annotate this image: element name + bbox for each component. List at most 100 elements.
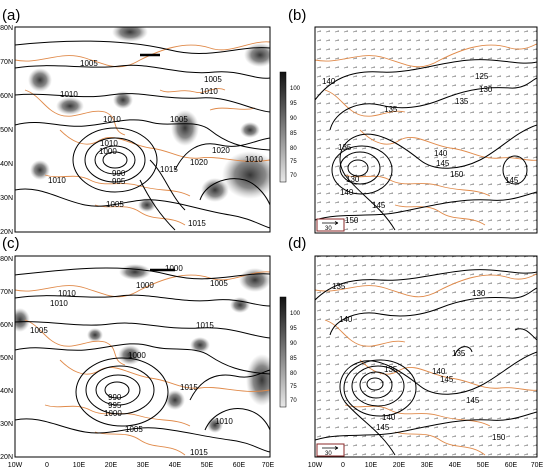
panel-a-colorbar: 100 95 90 85 80 75 70 xyxy=(279,71,301,183)
panel-c-contour-label: 1005 xyxy=(125,425,143,434)
panel-a-contour-label: 1010 xyxy=(245,155,263,164)
colorbar-tick: 85 xyxy=(290,356,297,362)
lon-tick-label: 60E xyxy=(505,462,518,469)
lon-tick-label: 10W xyxy=(308,462,323,469)
colorbar-tick: 95 xyxy=(290,326,297,332)
panel-d-lon-axis: 10W 0 10E 20E 30E 40E 50E 60E 70E xyxy=(308,462,544,469)
panel-a-label: (a) xyxy=(2,7,20,24)
lon-tick-label: 40E xyxy=(449,462,462,469)
lon-tick-label: 0 xyxy=(45,462,49,469)
lon-tick-label: 70E xyxy=(531,462,544,469)
panel-a-contour-label: 1020 xyxy=(190,158,208,167)
panel-c-map: 1000 1010 1005 1010 1000 1015 1000 990 9… xyxy=(15,256,270,457)
panel-d-wind-vectors xyxy=(315,256,537,457)
reference-vector-label: 30 xyxy=(325,226,332,232)
colorbar-tick: 70 xyxy=(290,398,297,404)
lon-tick-label: 10W xyxy=(8,462,23,469)
panel-b-contour-label: 145 xyxy=(436,159,450,168)
lon-tick-label: 50E xyxy=(201,462,214,469)
panel-a: (a) xyxy=(0,7,301,236)
panel-c-contour-label: 1000 xyxy=(165,264,183,273)
panel-b-contour-label: 150 xyxy=(345,216,359,225)
panel-b-contour-label: 135 xyxy=(338,143,352,152)
panel-c-contour-label: 1010 xyxy=(215,417,233,426)
panel-d-reference-vector: 30 xyxy=(316,443,345,457)
panel-d-contour-labels: 135 130 140 135 135 140 145 140 145 150 … xyxy=(332,282,506,442)
panel-a-contour-label: 1010 xyxy=(48,176,66,185)
panel-c-contour-label: 1015 xyxy=(180,383,198,392)
lat-tick-label: 30N xyxy=(0,195,13,202)
panel-b-contour-label: 130 xyxy=(479,85,493,94)
lon-tick-label: 30E xyxy=(137,462,150,469)
panel-c-lat-axis: 20N 30N 40N 50N 60N 70N 80N xyxy=(0,256,13,461)
colorbar-tick: 85 xyxy=(290,131,297,137)
panel-b-map: 140 125 130 135 135 135 130 140 145 145 … xyxy=(315,27,537,233)
lon-tick-label: 10E xyxy=(73,462,86,469)
colorbar-tick: 100 xyxy=(290,311,301,317)
panel-a-contour-label: 1020 xyxy=(212,146,230,155)
panel-c-colorbar: 100 95 90 85 80 75 70 xyxy=(279,296,301,408)
panel-b-contour-label: 150 xyxy=(450,170,464,179)
lat-tick-label: 50N xyxy=(0,355,13,362)
colorbar-tick: 70 xyxy=(290,173,297,179)
panel-d-contour-label: 150 xyxy=(492,433,506,442)
panel-a-contour-label: 1010 xyxy=(103,115,121,124)
panel-c-lon-axis: 10W 0 10E 20E 30E 40E 50E 60E 70E xyxy=(8,462,275,469)
panel-a-contour-label: 1010 xyxy=(100,139,118,148)
lon-tick-label: 20E xyxy=(105,462,118,469)
lat-tick-label: 80N xyxy=(0,256,13,263)
panel-b-contour-label: 140 xyxy=(340,188,354,197)
panel-b-contour-label: 140 xyxy=(434,149,448,158)
panel-d-contour-label: 145 xyxy=(376,423,390,432)
lat-tick-label: 30N xyxy=(0,421,13,428)
lat-tick-label: 40N xyxy=(0,161,13,168)
lat-tick-label: 70N xyxy=(0,289,13,296)
colorbar-tick: 75 xyxy=(290,384,297,390)
panel-c-contour-label: 995 xyxy=(108,401,122,410)
panel-a-lat-axis: 20N 30N 40N 50N 60N 70N 80N xyxy=(0,25,13,236)
panel-b-coastlines xyxy=(315,43,537,226)
colorbar-tick: 80 xyxy=(290,371,297,377)
panel-b-contour-label: 125 xyxy=(475,72,489,81)
lat-tick-label: 50N xyxy=(0,127,13,134)
panel-c-contour-label: 1010 xyxy=(58,289,76,298)
colorbar-tick: 90 xyxy=(290,116,297,122)
panel-b-contour-label: 135 xyxy=(455,97,469,106)
panel-d-contour-label: 135 xyxy=(384,365,398,374)
lat-tick-label: 40N xyxy=(0,388,13,395)
panel-c-contour-label: 1005 xyxy=(30,326,48,335)
panel-a-contours xyxy=(15,40,270,231)
panel-d: (d) xyxy=(288,235,544,469)
panel-d-contour-label: 130 xyxy=(472,289,486,298)
lon-tick-label: 30E xyxy=(421,462,434,469)
panel-d-contour-label: 145 xyxy=(466,396,480,405)
panel-a-contour-label: 1005 xyxy=(170,115,188,124)
lat-tick-label: 80N xyxy=(0,25,13,32)
panel-b-contour-label: 145 xyxy=(372,201,386,210)
panel-c-contour-label: 1015 xyxy=(190,448,208,457)
panel-d-frame xyxy=(314,255,538,458)
lon-tick-label: 40E xyxy=(169,462,182,469)
lon-tick-label: 0 xyxy=(341,462,345,469)
panel-a-map: 1005 1010 1005 1010 1010 1005 1000 1010 … xyxy=(15,27,270,232)
panel-b-contours xyxy=(315,59,537,231)
panel-a-contour-label: 1015 xyxy=(160,165,178,174)
lat-tick-label: 20N xyxy=(0,229,13,236)
panel-a-contour-label: 1010 xyxy=(60,90,78,99)
lon-tick-label: 20E xyxy=(393,462,406,469)
panel-a-contour-label: 1005 xyxy=(80,59,98,68)
panel-b-contour-label: 140 xyxy=(322,77,336,86)
reference-vector-label: 30 xyxy=(325,451,332,457)
lon-tick-label: 60E xyxy=(233,462,246,469)
colorbar-tick: 90 xyxy=(290,341,297,347)
lat-tick-label: 70N xyxy=(0,59,13,66)
panel-b: (b) 140 125 xyxy=(288,7,538,234)
lat-tick-label: 60N xyxy=(0,93,13,100)
panel-a-shading xyxy=(28,27,270,212)
panel-c-contour-labels: 1000 1010 1005 1010 1000 1015 1000 990 9… xyxy=(30,264,233,457)
panel-d-contour-label: 135 xyxy=(452,349,466,358)
panel-d-contour-label: 140 xyxy=(432,367,446,376)
panel-a-contour-label: 1005 xyxy=(106,200,124,209)
panel-b-contour-label: 145 xyxy=(505,176,519,185)
